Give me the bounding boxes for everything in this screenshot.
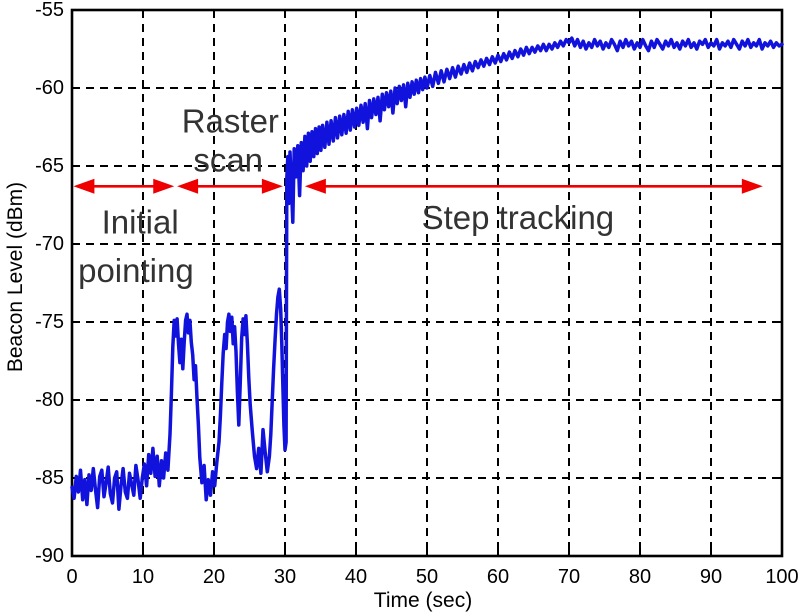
x-tick-label: 20 [203, 566, 225, 588]
arrowhead-left-raster-scan [177, 178, 199, 194]
x-tick-label: 80 [629, 566, 651, 588]
series-beacon-level [70, 36, 784, 511]
phase-label-initial-pointing: Initial [102, 204, 179, 241]
phase-label-step-tracking: Step tracking [422, 199, 615, 236]
arrowhead-right-step-tracking [741, 178, 763, 194]
arrowhead-left-step-tracking [304, 178, 326, 194]
y-tick-label: -85 [35, 467, 64, 489]
x-tick-label: 30 [274, 566, 296, 588]
phase-label-raster-scan: scan [193, 141, 263, 178]
arrowhead-right-initial-pointing [153, 178, 175, 194]
x-tick-label: 60 [487, 566, 509, 588]
x-tick-label: 70 [558, 566, 580, 588]
y-axis-title: Beacon Level (dBm) [4, 181, 27, 373]
x-tick-label: 50 [416, 566, 438, 588]
y-tick-label: -70 [35, 233, 64, 255]
x-tick-label: 100 [765, 566, 798, 588]
y-tick-label: -90 [35, 545, 64, 567]
x-axis-title: Time (sec) [373, 589, 473, 612]
arrowhead-right-raster-scan [261, 178, 283, 194]
y-tick-label: -65 [35, 155, 64, 177]
x-tick-label: 90 [700, 566, 722, 588]
y-tick-label: -60 [35, 77, 64, 99]
phase-label-initial-pointing: pointing [78, 252, 194, 289]
y-tick-label: -75 [35, 311, 64, 333]
x-tick-label: 10 [132, 566, 154, 588]
y-tick-label: -55 [35, 0, 64, 21]
phase-label-raster-scan: Raster [182, 102, 279, 139]
y-tick-label: -80 [35, 389, 64, 411]
arrowhead-left-initial-pointing [73, 178, 95, 194]
x-tick-label: 40 [345, 566, 367, 588]
x-tick-label: 0 [66, 566, 77, 588]
